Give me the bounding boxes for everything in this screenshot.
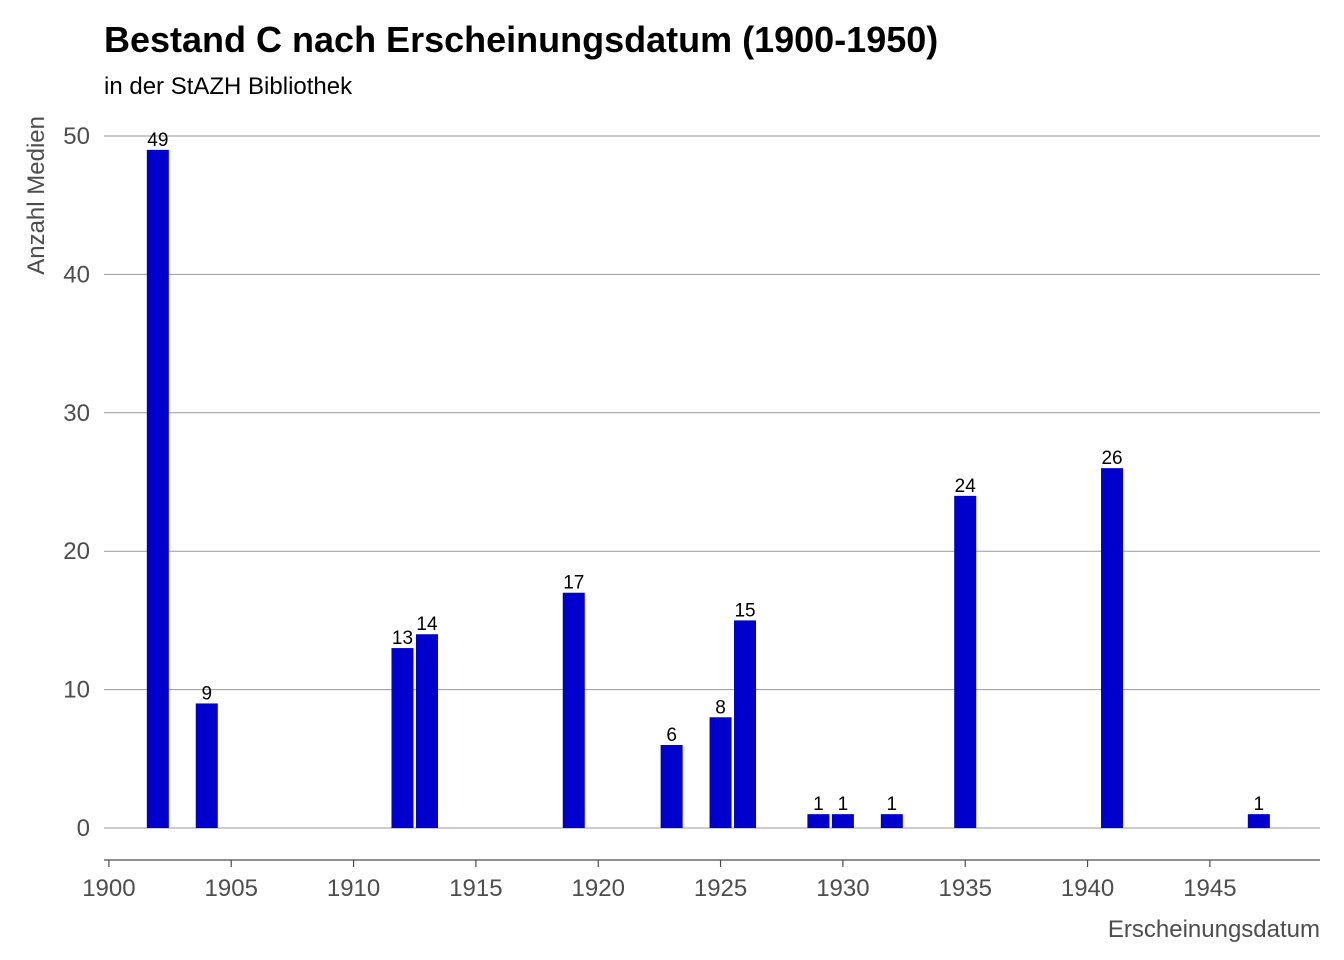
x-axis: 1900 1905 1910 1915 1920 1925 1930 1935 1940 1945 — [82, 859, 1320, 902]
bar-1925 — [709, 717, 732, 828]
bar-1935 — [954, 495, 977, 828]
y-axis: 0 10 20 30 40 50 — [63, 123, 90, 842]
bar-1919 — [562, 592, 585, 828]
y-tick-label: 20 — [63, 538, 90, 565]
x-tick-label: 1925 — [694, 875, 747, 902]
data-label: 1 — [887, 794, 898, 815]
x-axis-label: Erscheinungsdatum — [1108, 916, 1320, 943]
y-tick-label: 50 — [63, 123, 90, 150]
bar-1913 — [415, 634, 438, 828]
bar-1904 — [195, 703, 218, 828]
x-tick-label: 1920 — [572, 875, 625, 902]
chart-subtitle: in der StAZH Bibliothek — [104, 73, 353, 100]
x-tick-label: 1910 — [327, 875, 380, 902]
data-label: 49 — [147, 130, 168, 151]
x-tick-label: 1905 — [205, 875, 258, 902]
y-tick-label: 40 — [63, 261, 90, 288]
bars — [146, 149, 1270, 829]
y-tick-label: 0 — [77, 815, 90, 842]
data-label: 17 — [563, 573, 584, 594]
bar-1941 — [1101, 468, 1124, 828]
data-label: 1 — [838, 794, 849, 815]
data-label: 24 — [955, 476, 977, 497]
data-label: 14 — [416, 614, 438, 635]
y-axis-label: Anzahl Medien — [23, 116, 50, 275]
bar-1930 — [831, 814, 854, 828]
x-tick-label: 1900 — [82, 875, 135, 902]
data-label: 26 — [1101, 448, 1122, 469]
x-tick-label: 1935 — [939, 875, 992, 902]
data-label: 6 — [666, 725, 677, 746]
chart-title: Bestand C nach Erscheinungsdatum (1900-1… — [104, 19, 938, 60]
data-label: 9 — [201, 683, 212, 704]
bar-1929 — [807, 814, 830, 828]
x-tick-label: 1940 — [1061, 875, 1114, 902]
bar-1923 — [660, 744, 683, 828]
x-tick-label: 1915 — [449, 875, 502, 902]
bar-1902 — [146, 149, 169, 829]
data-label: 13 — [392, 628, 413, 649]
data-label: 1 — [1254, 794, 1265, 815]
bar-1947 — [1247, 814, 1270, 828]
bar-1926 — [734, 620, 757, 828]
y-tick-label: 30 — [63, 400, 90, 427]
data-label: 15 — [734, 600, 755, 621]
bar-1932 — [880, 814, 903, 828]
bar-1912 — [391, 648, 414, 828]
x-tick-label: 1945 — [1183, 875, 1236, 902]
data-label: 1 — [813, 794, 824, 815]
data-label: 8 — [715, 697, 726, 718]
x-tick-label: 1930 — [816, 875, 869, 902]
y-tick-label: 10 — [63, 677, 90, 704]
